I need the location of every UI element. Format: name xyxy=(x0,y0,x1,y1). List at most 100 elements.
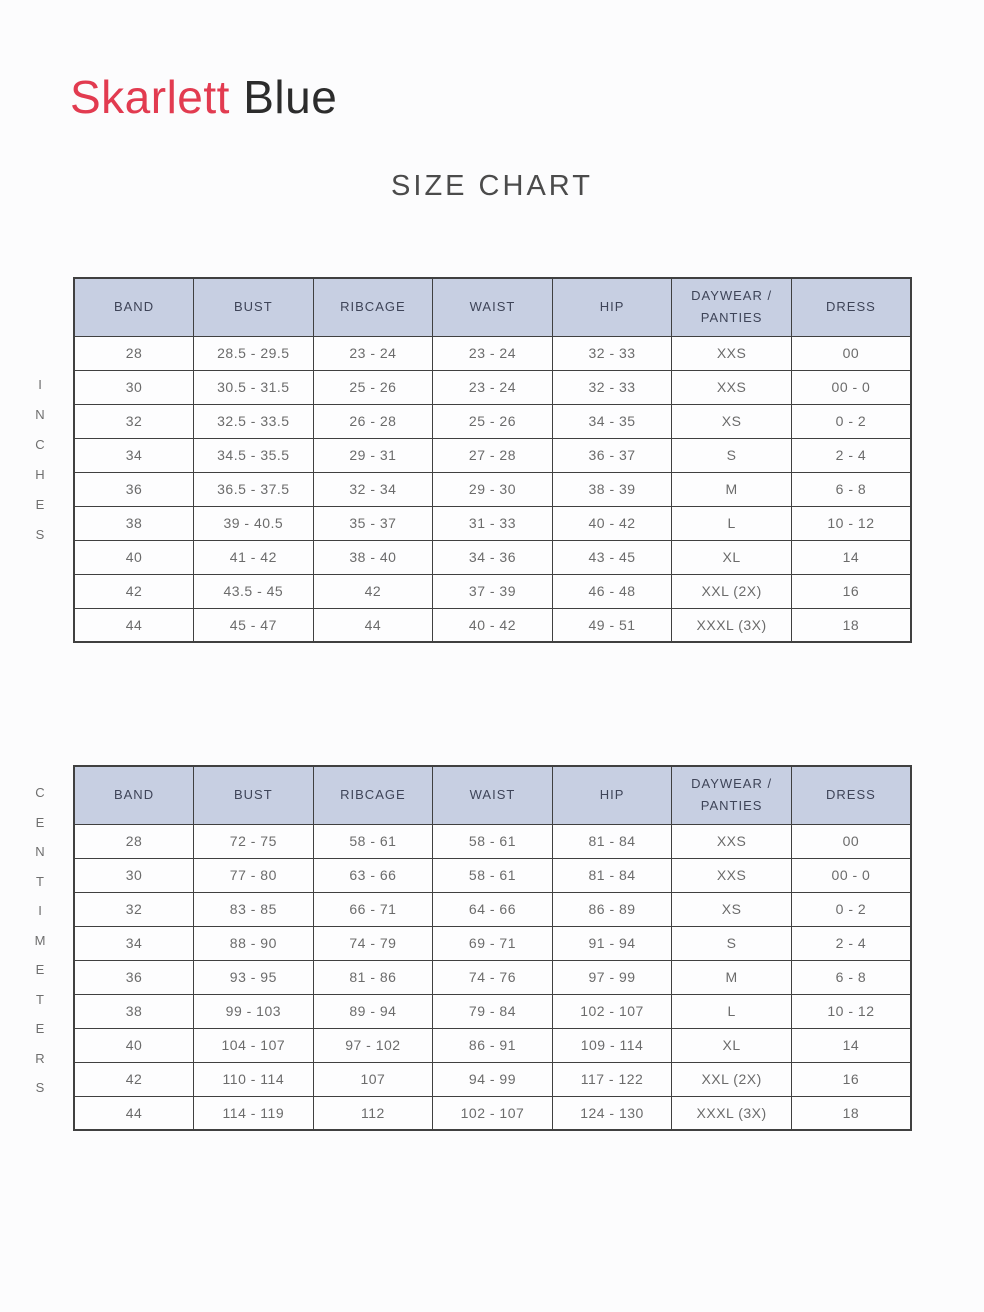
table-cell: 58 - 61 xyxy=(312,823,434,859)
table-cell: 40 xyxy=(73,539,195,575)
table-cell: XS xyxy=(671,891,792,927)
brand-name-first: Skarlett xyxy=(70,71,230,123)
table-body-centimeters: 28 72 - 75 58 - 61 58 - 61 81 - 84 XXS 00 30 77 … xyxy=(73,823,912,1131)
column-header: BUST xyxy=(193,765,314,825)
table-cell: 30.5 - 31.5 xyxy=(193,369,314,405)
column-header: RIBCAGE xyxy=(312,765,434,825)
table-cell: 00 - 0 xyxy=(790,857,912,893)
table-cell: XXXL (3X) xyxy=(671,607,792,643)
header-row: BAND BUST RIBCAGE WAIST HIP DAYWEAR / PANTIES… xyxy=(73,277,912,337)
table-cell: 88 - 90 xyxy=(193,925,314,961)
table-cell: 00 xyxy=(790,335,912,371)
table-cell: 81 - 84 xyxy=(551,857,673,893)
table-cell: 44 xyxy=(73,607,195,643)
table-cell: 42 xyxy=(312,573,434,609)
unit-label-letter: E xyxy=(35,814,45,830)
table-cell: S xyxy=(671,925,792,961)
table-cell: 23 - 24 xyxy=(312,335,434,371)
column-header: BUST xyxy=(193,277,314,337)
table-cell: 32 - 34 xyxy=(312,471,434,507)
column-header: DAYWEAR / PANTIES xyxy=(671,765,792,825)
table-cell: 32 - 33 xyxy=(551,335,673,371)
table-cell: 32 xyxy=(73,403,195,439)
table-cell: 36 xyxy=(73,959,195,995)
table-cell: 26 - 28 xyxy=(312,403,434,439)
table-cell: 44 xyxy=(73,1095,195,1131)
table-cell: 44 xyxy=(312,607,434,643)
table-row: 40 104 - 107 97 - 102 86 - 91 109 - 114 XL 14 xyxy=(73,1027,912,1063)
table-cell: 36 - 37 xyxy=(551,437,673,473)
table-cell: 46 - 48 xyxy=(551,573,673,609)
table-cell: 23 - 24 xyxy=(432,369,553,405)
column-header: WAIST xyxy=(432,765,553,825)
unit-label-letter: M xyxy=(34,932,46,948)
table-cell: 104 - 107 xyxy=(193,1027,314,1063)
size-table-centimeters: BAND BUST RIBCAGE WAIST HIP DAYWEAR / PANTIES… xyxy=(73,765,912,1131)
table-cell: 91 - 94 xyxy=(551,925,673,961)
table-cell: 6 - 8 xyxy=(790,471,912,507)
table-cell: 38 xyxy=(73,993,195,1029)
table-cell: M xyxy=(671,471,792,507)
table-cell: 29 - 30 xyxy=(432,471,553,507)
column-header: BAND xyxy=(73,277,195,337)
table-row: 32 83 - 85 66 - 71 64 - 66 86 - 89 XS 0 - 2 xyxy=(73,891,912,927)
unit-label-letter: T xyxy=(36,873,44,889)
table-row: 30 30.5 - 31.5 25 - 26 23 - 24 32 - 33 XXS 00 … xyxy=(73,369,912,405)
table-cell: XL xyxy=(671,539,792,575)
table-cell: 58 - 61 xyxy=(432,823,553,859)
table-cell: XXL (2X) xyxy=(671,1061,792,1097)
unit-label-letter: I xyxy=(38,903,42,918)
table-cell: 83 - 85 xyxy=(193,891,314,927)
unit-label-letter: C xyxy=(35,785,45,800)
unit-label-letter: R xyxy=(35,1050,45,1066)
unit-label-letter: C xyxy=(35,437,45,452)
size-table-inches: BAND BUST RIBCAGE WAIST HIP DAYWEAR / PANTIES… xyxy=(73,277,912,643)
column-header: RIBCAGE xyxy=(312,277,434,337)
unit-label-letter: E xyxy=(35,497,45,512)
table-row: 38 99 - 103 89 - 94 79 - 84 102 - 107 L 10 - 1… xyxy=(73,993,912,1029)
table-cell: 64 - 66 xyxy=(432,891,553,927)
table-cell: 107 xyxy=(312,1061,434,1097)
table-header-inches: BAND BUST RIBCAGE WAIST HIP DAYWEAR / PANTIES… xyxy=(73,277,912,337)
table-cell: 40 - 42 xyxy=(432,607,553,643)
page-title: SIZE CHART xyxy=(391,170,593,202)
unit-label-letter: E xyxy=(35,962,45,977)
table-cell: 114 - 119 xyxy=(193,1095,314,1131)
table-cell: 27 - 28 xyxy=(432,437,553,473)
table-cell: 86 - 91 xyxy=(432,1027,553,1063)
table-cell: 32 - 33 xyxy=(551,369,673,405)
column-header: HIP xyxy=(551,277,673,337)
table-cell: XL xyxy=(671,1027,792,1063)
table-cell: 37 - 39 xyxy=(432,573,553,609)
table-cell: 110 - 114 xyxy=(193,1061,314,1097)
table-cell: 10 - 12 xyxy=(790,993,912,1029)
table-row: 38 39 - 40.5 35 - 37 31 - 33 40 - 42 L 10 - 12 xyxy=(73,505,912,541)
column-header: DRESS xyxy=(790,277,912,337)
table-cell: 109 - 114 xyxy=(551,1027,673,1063)
table-cell: 2 - 4 xyxy=(790,437,912,473)
table-cell: 89 - 94 xyxy=(312,993,434,1029)
table-cell: 79 - 84 xyxy=(432,993,553,1029)
table-cell: 38 - 39 xyxy=(551,471,673,507)
table-row: 30 77 - 80 63 - 66 58 - 61 81 - 84 XXS 00 - 0 xyxy=(73,857,912,893)
table-cell: 49 - 51 xyxy=(551,607,673,643)
table-cell: 0 - 2 xyxy=(790,891,912,927)
table-cell: 112 xyxy=(312,1095,434,1131)
brand-logo: Skarlett Blue xyxy=(70,70,337,124)
table-cell: 32.5 - 33.5 xyxy=(193,403,314,439)
table-cell: 97 - 102 xyxy=(312,1027,434,1063)
table-cell: M xyxy=(671,959,792,995)
table-row: 36 36.5 - 37.5 32 - 34 29 - 30 38 - 39 M 6 - 8 xyxy=(73,471,912,507)
table-cell: 29 - 31 xyxy=(312,437,434,473)
table-cell: 45 - 47 xyxy=(193,607,314,643)
table-row: 42 43.5 - 45 42 37 - 39 46 - 48 XXL (2X) 16 xyxy=(73,573,912,609)
header-row: BAND BUST RIBCAGE WAIST HIP DAYWEAR / PANTIES… xyxy=(73,765,912,825)
table-cell: 32 xyxy=(73,891,195,927)
table-cell: 124 - 130 xyxy=(551,1095,673,1131)
table-cell: 31 - 33 xyxy=(432,505,553,541)
table-cell: 38 - 40 xyxy=(312,539,434,575)
unit-label-letter: N xyxy=(35,407,45,422)
table-row: 28 72 - 75 58 - 61 58 - 61 81 - 84 XXS 00 xyxy=(73,823,912,859)
column-header: DRESS xyxy=(790,765,912,825)
